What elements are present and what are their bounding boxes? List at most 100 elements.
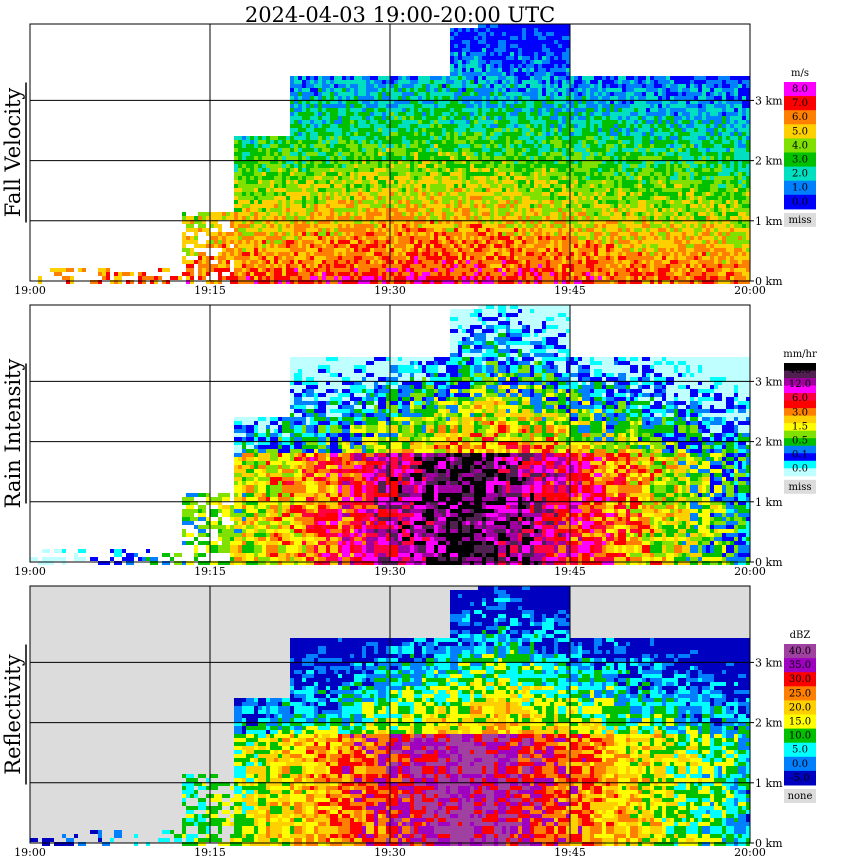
heatmap-cell (318, 180, 322, 184)
heatmap-cell (406, 188, 410, 192)
heatmap-cell (502, 224, 506, 228)
heatmap-cell (570, 76, 574, 80)
heatmap-cell (510, 228, 514, 232)
heatmap-cell (382, 196, 386, 200)
heatmap-cell (298, 224, 302, 228)
heatmap-cell (458, 256, 462, 260)
heatmap-cell (378, 236, 382, 240)
heatmap-cell (582, 204, 586, 208)
heatmap-cell (390, 112, 394, 116)
heatmap-cell (382, 128, 386, 132)
heatmap-cell (262, 252, 266, 256)
heatmap-cell (306, 212, 310, 216)
heatmap-cell (546, 168, 550, 172)
heatmap-cell (514, 108, 518, 112)
heatmap-cell (310, 172, 314, 176)
heatmap-cell (546, 56, 550, 60)
heatmap-cell (394, 272, 398, 276)
heatmap-cell (170, 276, 174, 280)
heatmap-cell (386, 164, 390, 168)
heatmap-cell (258, 256, 262, 260)
heatmap-cell (518, 200, 522, 204)
heatmap-cell (438, 120, 442, 124)
heatmap-cell (478, 104, 482, 108)
heatmap-cell (386, 248, 390, 252)
heatmap-cell (290, 84, 294, 88)
heatmap-cell (390, 196, 394, 200)
heatmap-cell (446, 264, 450, 268)
heatmap-cell (62, 276, 66, 280)
heatmap-cell (402, 264, 406, 268)
heatmap-cell (554, 96, 558, 100)
heatmap-cell (274, 232, 278, 236)
heatmap-cell (458, 168, 462, 172)
heatmap-cell (354, 152, 358, 156)
heatmap-cell (562, 248, 566, 252)
heatmap-cell (482, 240, 486, 244)
heatmap-cell (350, 164, 354, 168)
heatmap-cell (350, 76, 354, 80)
heatmap-cell (482, 112, 486, 116)
heatmap-cell (566, 64, 570, 68)
heatmap-cell (250, 216, 254, 220)
heatmap-cell (534, 28, 538, 32)
heatmap-cell (442, 200, 446, 204)
heatmap-cell (418, 124, 422, 128)
heatmap-cell (526, 204, 530, 208)
heatmap-cell (370, 272, 374, 276)
heatmap-cell (386, 108, 390, 112)
heatmap-cell (318, 188, 322, 192)
heatmap-cell (574, 204, 578, 208)
heatmap-cell (302, 152, 306, 156)
heatmap-cell (482, 268, 486, 272)
heatmap-cell (310, 228, 314, 232)
heatmap-cell (386, 96, 390, 100)
heatmap-cell (426, 224, 430, 228)
heatmap-cell (546, 208, 550, 212)
heatmap-cell (422, 108, 426, 112)
heatmap-cell (466, 40, 470, 44)
heatmap-cell (542, 80, 546, 84)
heatmap-cell (290, 204, 294, 208)
heatmap-cell (578, 84, 582, 88)
heatmap-cell (334, 148, 338, 152)
heatmap-cell (414, 84, 418, 88)
heatmap-cell (458, 88, 462, 92)
heatmap-cell (346, 196, 350, 200)
heatmap-cell (558, 64, 562, 68)
heatmap-cell (546, 60, 550, 64)
heatmap-cell (526, 124, 530, 128)
heatmap-cell (450, 252, 454, 256)
heatmap-cell (558, 72, 562, 76)
heatmap-cell (254, 228, 258, 232)
heatmap-cell (398, 168, 402, 172)
heatmap-cell (318, 164, 322, 168)
heatmap-cell (354, 164, 358, 168)
heatmap-cell (262, 272, 266, 276)
heatmap-cell (186, 228, 190, 232)
heatmap-cell (350, 256, 354, 260)
heatmap-cell (406, 180, 410, 184)
heatmap-cell (254, 156, 258, 160)
heatmap-cell (226, 252, 230, 256)
heatmap-cell (514, 232, 518, 236)
heatmap-cell (382, 76, 386, 80)
heatmap-cell (482, 244, 486, 248)
heatmap-cell (550, 148, 554, 152)
heatmap-cell (490, 92, 494, 96)
heatmap-cell (202, 272, 206, 276)
heatmap-cell (430, 236, 434, 240)
heatmap-cell (354, 176, 358, 180)
heatmap-cell (270, 152, 274, 156)
heatmap-cell (470, 216, 474, 220)
heatmap-cell (582, 96, 586, 100)
heatmap-cell (530, 116, 534, 120)
heatmap-cell (574, 104, 578, 108)
heatmap-cell (346, 224, 350, 228)
heatmap-cell (510, 172, 514, 176)
heatmap-cell (342, 240, 346, 244)
heatmap-cell (378, 124, 382, 128)
heatmap-cell (530, 184, 534, 188)
heatmap-cell (458, 204, 462, 208)
heatmap-cell (398, 136, 402, 140)
